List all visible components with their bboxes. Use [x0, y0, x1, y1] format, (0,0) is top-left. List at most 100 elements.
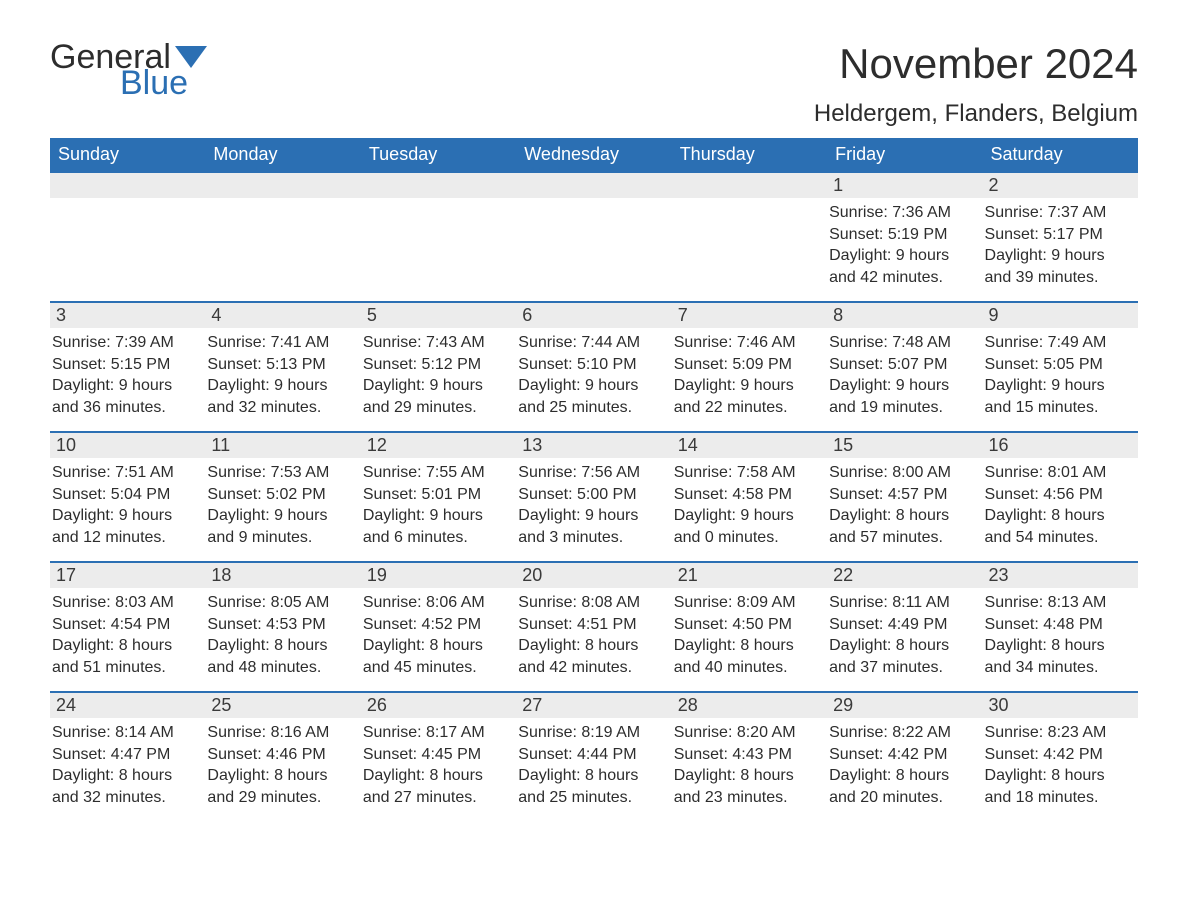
- day-number: 4: [205, 303, 360, 328]
- calendar-cell: 23Sunrise: 8:13 AMSunset: 4:48 PMDayligh…: [983, 562, 1138, 692]
- day-number: 21: [672, 563, 827, 588]
- day-details: Sunrise: 7:58 AMSunset: 4:58 PMDaylight:…: [672, 458, 827, 552]
- day-number: [50, 173, 205, 198]
- day-details: Sunrise: 7:37 AMSunset: 5:17 PMDaylight:…: [983, 198, 1138, 292]
- day-header: Tuesday: [361, 138, 516, 172]
- day-details: Sunrise: 8:11 AMSunset: 4:49 PMDaylight:…: [827, 588, 982, 682]
- day-details: Sunrise: 7:53 AMSunset: 5:02 PMDaylight:…: [205, 458, 360, 552]
- day-details: Sunrise: 8:20 AMSunset: 4:43 PMDaylight:…: [672, 718, 827, 812]
- day-details: Sunrise: 8:23 AMSunset: 4:42 PMDaylight:…: [983, 718, 1138, 812]
- day-header: Wednesday: [516, 138, 671, 172]
- day-details: Sunrise: 7:39 AMSunset: 5:15 PMDaylight:…: [50, 328, 205, 422]
- calendar-cell: [205, 172, 360, 302]
- day-details: Sunrise: 7:46 AMSunset: 5:09 PMDaylight:…: [672, 328, 827, 422]
- day-number: 28: [672, 693, 827, 718]
- calendar-cell: 18Sunrise: 8:05 AMSunset: 4:53 PMDayligh…: [205, 562, 360, 692]
- day-details: Sunrise: 8:22 AMSunset: 4:42 PMDaylight:…: [827, 718, 982, 812]
- day-number: [516, 173, 671, 198]
- calendar-cell: 12Sunrise: 7:55 AMSunset: 5:01 PMDayligh…: [361, 432, 516, 562]
- day-details: Sunrise: 7:36 AMSunset: 5:19 PMDaylight:…: [827, 198, 982, 292]
- day-number: 2: [983, 173, 1138, 198]
- calendar-cell: 22Sunrise: 8:11 AMSunset: 4:49 PMDayligh…: [827, 562, 982, 692]
- calendar-cell: 3Sunrise: 7:39 AMSunset: 5:15 PMDaylight…: [50, 302, 205, 432]
- calendar-cell: 26Sunrise: 8:17 AMSunset: 4:45 PMDayligh…: [361, 692, 516, 821]
- day-number: 11: [205, 433, 360, 458]
- page-header: General Blue November 2024 Heldergem, Fl…: [50, 40, 1138, 128]
- calendar-cell: 25Sunrise: 8:16 AMSunset: 4:46 PMDayligh…: [205, 692, 360, 821]
- calendar-cell: 10Sunrise: 7:51 AMSunset: 5:04 PMDayligh…: [50, 432, 205, 562]
- calendar-cell: 11Sunrise: 7:53 AMSunset: 5:02 PMDayligh…: [205, 432, 360, 562]
- day-number: 3: [50, 303, 205, 328]
- calendar-page: General Blue November 2024 Heldergem, Fl…: [0, 0, 1188, 861]
- calendar-cell: 19Sunrise: 8:06 AMSunset: 4:52 PMDayligh…: [361, 562, 516, 692]
- calendar-week: 24Sunrise: 8:14 AMSunset: 4:47 PMDayligh…: [50, 692, 1138, 821]
- day-number: 16: [983, 433, 1138, 458]
- day-number: 18: [205, 563, 360, 588]
- day-details: Sunrise: 7:55 AMSunset: 5:01 PMDaylight:…: [361, 458, 516, 552]
- day-number: 9: [983, 303, 1138, 328]
- day-details: Sunrise: 8:03 AMSunset: 4:54 PMDaylight:…: [50, 588, 205, 682]
- day-details: Sunrise: 8:19 AMSunset: 4:44 PMDaylight:…: [516, 718, 671, 812]
- day-details: Sunrise: 7:44 AMSunset: 5:10 PMDaylight:…: [516, 328, 671, 422]
- calendar-cell: 9Sunrise: 7:49 AMSunset: 5:05 PMDaylight…: [983, 302, 1138, 432]
- day-number: 23: [983, 563, 1138, 588]
- calendar-cell: 4Sunrise: 7:41 AMSunset: 5:13 PMDaylight…: [205, 302, 360, 432]
- day-number: 19: [361, 563, 516, 588]
- calendar-cell: 29Sunrise: 8:22 AMSunset: 4:42 PMDayligh…: [827, 692, 982, 821]
- day-number: 26: [361, 693, 516, 718]
- day-number: 20: [516, 563, 671, 588]
- day-details: Sunrise: 8:06 AMSunset: 4:52 PMDaylight:…: [361, 588, 516, 682]
- location-text: Heldergem, Flanders, Belgium: [814, 100, 1138, 128]
- calendar-cell: 8Sunrise: 7:48 AMSunset: 5:07 PMDaylight…: [827, 302, 982, 432]
- calendar-cell: 6Sunrise: 7:44 AMSunset: 5:10 PMDaylight…: [516, 302, 671, 432]
- calendar-week: 3Sunrise: 7:39 AMSunset: 5:15 PMDaylight…: [50, 302, 1138, 432]
- day-number: 25: [205, 693, 360, 718]
- day-details: Sunrise: 7:43 AMSunset: 5:12 PMDaylight:…: [361, 328, 516, 422]
- day-number: 24: [50, 693, 205, 718]
- calendar-cell: 27Sunrise: 8:19 AMSunset: 4:44 PMDayligh…: [516, 692, 671, 821]
- day-number: 12: [361, 433, 516, 458]
- day-header: Sunday: [50, 138, 205, 172]
- calendar-week: 17Sunrise: 8:03 AMSunset: 4:54 PMDayligh…: [50, 562, 1138, 692]
- calendar-cell: 7Sunrise: 7:46 AMSunset: 5:09 PMDaylight…: [672, 302, 827, 432]
- calendar-week: 10Sunrise: 7:51 AMSunset: 5:04 PMDayligh…: [50, 432, 1138, 562]
- day-details: Sunrise: 8:05 AMSunset: 4:53 PMDaylight:…: [205, 588, 360, 682]
- calendar-cell: [672, 172, 827, 302]
- day-number: 8: [827, 303, 982, 328]
- calendar-cell: 20Sunrise: 8:08 AMSunset: 4:51 PMDayligh…: [516, 562, 671, 692]
- day-details: Sunrise: 8:17 AMSunset: 4:45 PMDaylight:…: [361, 718, 516, 812]
- day-details: Sunrise: 7:49 AMSunset: 5:05 PMDaylight:…: [983, 328, 1138, 422]
- day-number: 29: [827, 693, 982, 718]
- calendar-cell: 14Sunrise: 7:58 AMSunset: 4:58 PMDayligh…: [672, 432, 827, 562]
- day-number: 1: [827, 173, 982, 198]
- day-details: Sunrise: 8:14 AMSunset: 4:47 PMDaylight:…: [50, 718, 205, 812]
- day-details: Sunrise: 8:13 AMSunset: 4:48 PMDaylight:…: [983, 588, 1138, 682]
- day-details: Sunrise: 8:08 AMSunset: 4:51 PMDaylight:…: [516, 588, 671, 682]
- day-header: Friday: [827, 138, 982, 172]
- day-number: 7: [672, 303, 827, 328]
- day-number: 27: [516, 693, 671, 718]
- calendar-cell: 24Sunrise: 8:14 AMSunset: 4:47 PMDayligh…: [50, 692, 205, 821]
- calendar-cell: 15Sunrise: 8:00 AMSunset: 4:57 PMDayligh…: [827, 432, 982, 562]
- calendar-cell: [516, 172, 671, 302]
- logo-text-blue: Blue: [50, 66, 207, 100]
- calendar-header-row: SundayMondayTuesdayWednesdayThursdayFrid…: [50, 138, 1138, 172]
- day-details: Sunrise: 8:16 AMSunset: 4:46 PMDaylight:…: [205, 718, 360, 812]
- day-number: 30: [983, 693, 1138, 718]
- calendar-cell: 21Sunrise: 8:09 AMSunset: 4:50 PMDayligh…: [672, 562, 827, 692]
- calendar-cell: 2Sunrise: 7:37 AMSunset: 5:17 PMDaylight…: [983, 172, 1138, 302]
- day-details: Sunrise: 8:09 AMSunset: 4:50 PMDaylight:…: [672, 588, 827, 682]
- day-details: Sunrise: 7:48 AMSunset: 5:07 PMDaylight:…: [827, 328, 982, 422]
- day-details: Sunrise: 7:41 AMSunset: 5:13 PMDaylight:…: [205, 328, 360, 422]
- day-number: 10: [50, 433, 205, 458]
- day-number: [672, 173, 827, 198]
- day-number: 6: [516, 303, 671, 328]
- day-details: Sunrise: 7:56 AMSunset: 5:00 PMDaylight:…: [516, 458, 671, 552]
- calendar-cell: 1Sunrise: 7:36 AMSunset: 5:19 PMDaylight…: [827, 172, 982, 302]
- day-header: Monday: [205, 138, 360, 172]
- month-title: November 2024: [814, 40, 1138, 88]
- day-details: Sunrise: 8:00 AMSunset: 4:57 PMDaylight:…: [827, 458, 982, 552]
- day-details: Sunrise: 7:51 AMSunset: 5:04 PMDaylight:…: [50, 458, 205, 552]
- calendar-cell: 13Sunrise: 7:56 AMSunset: 5:00 PMDayligh…: [516, 432, 671, 562]
- day-number: 22: [827, 563, 982, 588]
